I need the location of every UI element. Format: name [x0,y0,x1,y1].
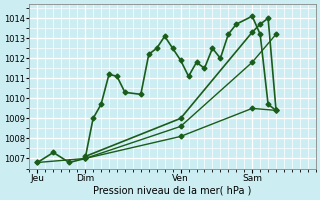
X-axis label: Pression niveau de la mer( hPa ): Pression niveau de la mer( hPa ) [93,186,252,196]
